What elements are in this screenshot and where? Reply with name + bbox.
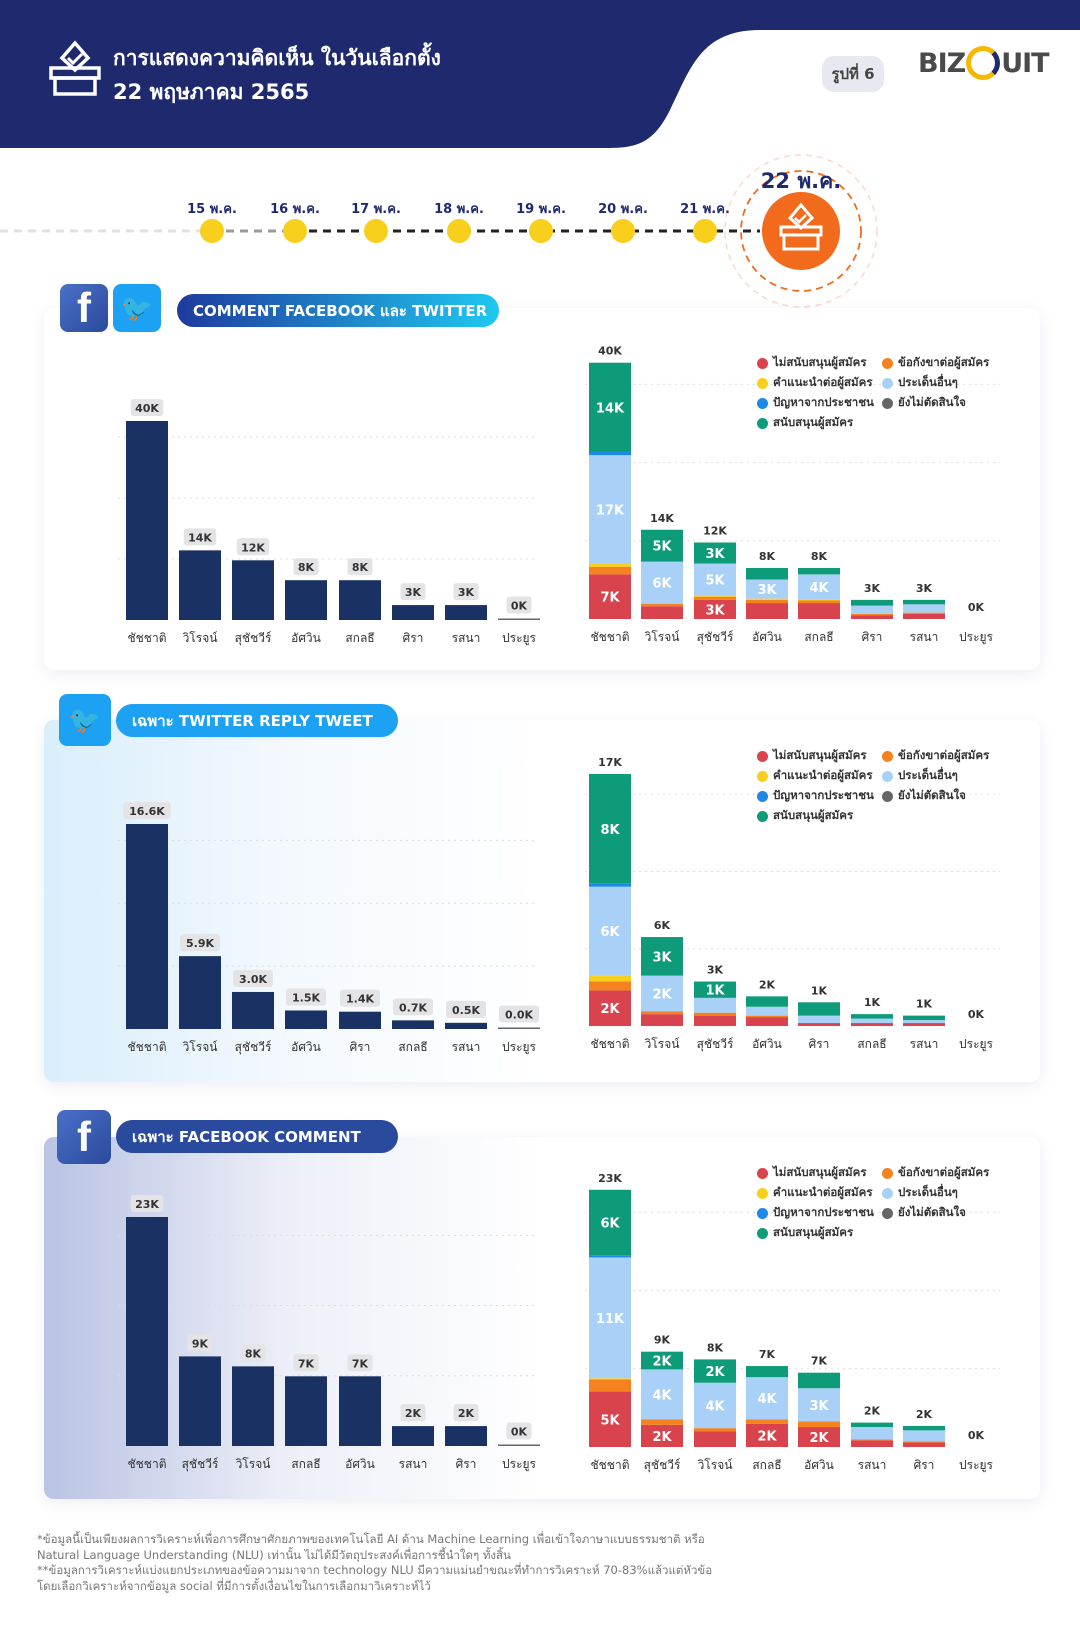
legend-label: ข้อกังขาต่อผู้สมัคร [898, 1165, 990, 1179]
legend-label: ยังไม่ตัดสินใจ [898, 1205, 966, 1219]
legend-label: ยังไม่ตัดสินใจ [898, 788, 966, 802]
legend-label: ไม่สนับสนุนผู้สมัคร [773, 748, 867, 762]
footnote-line: *ข้อมูลนี้เป็นเพียงผลการวิเคราะห์เพื่อกา… [37, 1532, 705, 1546]
timeline-today-label: 22 พ.ค. [760, 169, 842, 193]
legend-swatch [757, 810, 768, 822]
legend-label: ไม่สนับสนุนผู้สมัคร [773, 1165, 867, 1179]
ballot-box-icon [49, 40, 101, 96]
legend-item: ไม่สนับสนุนผู้สมัคร [757, 354, 867, 372]
legend-swatch [757, 770, 768, 782]
timeline-dot [529, 219, 553, 243]
legend-swatch [882, 357, 893, 369]
bizcuit-logo: BIZ UIT [918, 46, 1050, 80]
legend-swatch [757, 1187, 768, 1199]
timeline-date-label: 17 พ.ค. [351, 202, 401, 217]
legend-swatch [882, 1167, 893, 1179]
legend-swatch [757, 417, 768, 429]
legend-swatch [757, 790, 768, 802]
legend-swatch [757, 1167, 768, 1179]
panel-title-combined: COMMENT FACEBOOK และ TWITTER [177, 294, 499, 327]
legend-label: ประเด็นอื่นๆ [898, 375, 958, 389]
legend-item: ยังไม่ตัดสินใจ [882, 787, 966, 805]
timeline-date-label: 21 พ.ค. [680, 202, 730, 217]
legend-swatch [757, 750, 768, 762]
legend-swatch [882, 770, 893, 782]
legend-swatch [757, 1227, 768, 1239]
legend-item: ไม่สนับสนุนผู้สมัคร [757, 1164, 867, 1182]
legend-item: ปัญหาจากประชาชน [757, 1204, 874, 1222]
legend-item: สนับสนุนผู้สมัคร [757, 414, 853, 432]
legend-swatch [882, 377, 893, 389]
legend-item: ยังไม่ตัดสินใจ [882, 394, 966, 412]
legend-item: ประเด็นอื่นๆ [882, 1184, 958, 1202]
legend-item: คำแนะนำต่อผู้สมัคร [757, 1184, 873, 1202]
legend-item: คำแนะนำต่อผู้สมัคร [757, 767, 873, 785]
panel-title-twitter: เฉพาะ TWITTER REPLY TWEET [116, 704, 398, 737]
legend-swatch [882, 1187, 893, 1199]
legend-swatch [882, 750, 893, 762]
timeline-dot [693, 219, 717, 243]
legend-item: ยังไม่ตัดสินใจ [882, 1204, 966, 1222]
legend-swatch [757, 1207, 768, 1219]
legend-label: ข้อกังขาต่อผู้สมัคร [898, 355, 990, 369]
legend-swatch [757, 357, 768, 369]
panel-title-facebook: เฉพาะ FACEBOOK COMMENT [116, 1120, 398, 1153]
footnote-line: โดยเลือกวิเคราะห์จากข้อมูล social ที่มีก… [37, 1578, 431, 1593]
legend-item: ไม่สนับสนุนผู้สมัคร [757, 747, 867, 765]
timeline-date-label: 16 พ.ค. [270, 202, 320, 217]
timeline-date-label: 19 พ.ค. [516, 202, 566, 217]
timeline-date-label: 18 พ.ค. [434, 202, 484, 217]
twitter-icon: 🐦 [59, 694, 111, 746]
page-title-line2: 22 พฤษภาคม 2565 [113, 80, 310, 104]
legend-item: ปัญหาจากประชาชน [757, 394, 874, 412]
legend-item: สนับสนุนผู้สมัคร [757, 807, 853, 825]
ballot-box-icon [779, 202, 823, 251]
legend-item: ประเด็นอื่นๆ [882, 767, 958, 785]
legend-label: สนับสนุนผู้สมัคร [773, 808, 854, 822]
timeline-dot [283, 219, 307, 243]
legend-label: ยังไม่ตัดสินใจ [898, 395, 966, 409]
legend-swatch [757, 397, 768, 409]
legend-label: คำแนะนำต่อผู้สมัคร [773, 375, 873, 389]
legend-swatch [757, 377, 768, 389]
legend-label: ประเด็นอื่นๆ [898, 1185, 958, 1199]
timeline-date-label: 20 พ.ค. [598, 202, 648, 217]
footnote-line: **ข้อมูลการวิเคราะห์แบ่งแยกประเภทของข้อค… [37, 1563, 713, 1577]
timeline-dot [200, 219, 224, 243]
legend-swatch [882, 1207, 893, 1219]
figure-badge: รูปที่ 6 [822, 56, 884, 92]
timeline-dot [611, 219, 635, 243]
legend-swatch [882, 397, 893, 409]
legend-item: ประเด็นอื่นๆ [882, 374, 958, 392]
legend-label: ข้อกังขาต่อผู้สมัคร [898, 748, 990, 762]
page-title-line1: การแสดงความคิดเห็น ในวันเลือกตั้ง [113, 46, 441, 70]
legend-label: สนับสนุนผู้สมัคร [773, 415, 854, 429]
legend-label: คำแนะนำต่อผู้สมัคร [773, 1185, 873, 1199]
legend-label: ประเด็นอื่นๆ [898, 768, 958, 782]
legend-label: ไม่สนับสนุนผู้สมัคร [773, 355, 867, 369]
facebook-icon: f [60, 284, 108, 332]
legend-item: สนับสนุนผู้สมัคร [757, 1224, 853, 1242]
footnote: *ข้อมูลนี้เป็นเพียงผลการวิเคราะห์เพื่อกา… [37, 1532, 1037, 1594]
legend-item: คำแนะนำต่อผู้สมัคร [757, 374, 873, 392]
legend-item: ข้อกังขาต่อผู้สมัคร [882, 1164, 989, 1182]
header-banner [0, 0, 1080, 148]
legend-item: ข้อกังขาต่อผู้สมัคร [882, 747, 989, 765]
timeline-date-label: 15 พ.ค. [187, 202, 237, 217]
legend-label: ปัญหาจากประชาชน [773, 1205, 874, 1219]
timeline-dot [447, 219, 471, 243]
footnote-line: Natural Language Understanding (NLU) เท่… [37, 1547, 511, 1562]
legend-swatch [882, 790, 893, 802]
facebook-icon: f [57, 1110, 111, 1164]
legend-item: ปัญหาจากประชาชน [757, 787, 874, 805]
legend-label: คำแนะนำต่อผู้สมัคร [773, 768, 873, 782]
legend-label: ปัญหาจากประชาชน [773, 395, 874, 409]
timeline-dot [364, 219, 388, 243]
legend-label: ปัญหาจากประชาชน [773, 788, 874, 802]
legend-label: สนับสนุนผู้สมัคร [773, 1225, 854, 1239]
legend-item: ข้อกังขาต่อผู้สมัคร [882, 354, 989, 372]
twitter-icon: 🐦 [113, 284, 161, 332]
